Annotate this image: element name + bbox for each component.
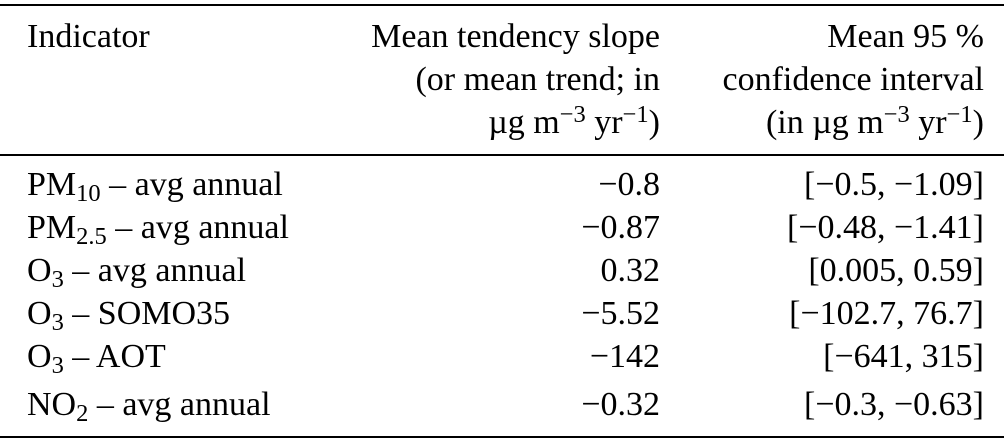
header-confidence-interval: Mean 95 % confidence interval (in µg m−3… xyxy=(660,5,1004,156)
table-body: PM10 – avg annual −0.8 [−0.5, −1.09] PM2… xyxy=(0,155,1004,437)
table-row-o3-avg: O3 – avg annual 0.32 [0.005, 0.59] xyxy=(0,249,1004,292)
indicator-cell: PM10 – avg annual xyxy=(27,166,283,208)
ci-cell: [−0.48, −1.41] xyxy=(787,209,984,246)
ci-cell: [−0.3, −0.63] xyxy=(804,386,984,423)
table-row-no2: NO2 – avg annual −0.32 [−0.3, −0.63] xyxy=(0,378,1004,437)
indicator-cell: O3 – avg annual xyxy=(27,252,247,294)
header-ci-line-1: Mean 95 % xyxy=(827,18,984,55)
ci-cell: [0.005, 0.59] xyxy=(808,252,984,289)
ci-cell: [−641, 315] xyxy=(823,338,984,375)
ci-cell: [−0.5, −1.09] xyxy=(804,166,984,203)
slope-cell: −0.8 xyxy=(598,166,660,203)
slope-cell: −0.87 xyxy=(581,209,660,246)
header-indicator-label: Indicator xyxy=(27,18,150,55)
header-mean-tendency-slope: Mean tendency slope (or mean trend; in µ… xyxy=(330,5,660,156)
header-indicator: Indicator xyxy=(0,5,330,156)
header-slope-line-2: (or mean trend; in xyxy=(415,61,660,98)
table-header: Indicator Mean tendency slope (or mean t… xyxy=(0,5,1004,156)
slope-cell: 0.32 xyxy=(600,252,661,289)
indicator-trend-table: Indicator Mean tendency slope (or mean t… xyxy=(0,4,1004,438)
ci-cell: [−102.7, 76.7] xyxy=(789,295,984,332)
header-slope-line-3: µg m−3 yr−1) xyxy=(488,100,660,141)
indicator-cell: O3 – AOT xyxy=(27,338,166,380)
table-row-pm25: PM2.5 – avg annual −0.87 [−0.48, −1.41] xyxy=(0,206,1004,249)
slope-cell: −0.32 xyxy=(581,386,660,423)
header-ci-line-3: (in µg m−3 yr−1) xyxy=(765,100,984,141)
slope-cell: −142 xyxy=(589,338,660,375)
header-ci-line-2: confidence interval xyxy=(722,61,984,98)
table-row-o3-somo35: O3 – SOMO35 −5.52 [−102.7, 76.7] xyxy=(0,292,1004,335)
table-row-o3-aot: O3 – AOT −142 [−641, 315] xyxy=(0,335,1004,378)
indicator-cell: NO2 – avg annual xyxy=(27,386,271,428)
indicator-cell: O3 – SOMO35 xyxy=(27,295,231,337)
slope-cell: −5.52 xyxy=(581,295,660,332)
table-row-pm10: PM10 – avg annual −0.8 [−0.5, −1.09] xyxy=(0,155,1004,206)
header-slope-line-1: Mean tendency slope xyxy=(371,18,660,55)
header-row: Indicator Mean tendency slope (or mean t… xyxy=(0,5,1004,156)
indicator-cell: PM2.5 – avg annual xyxy=(27,209,289,251)
